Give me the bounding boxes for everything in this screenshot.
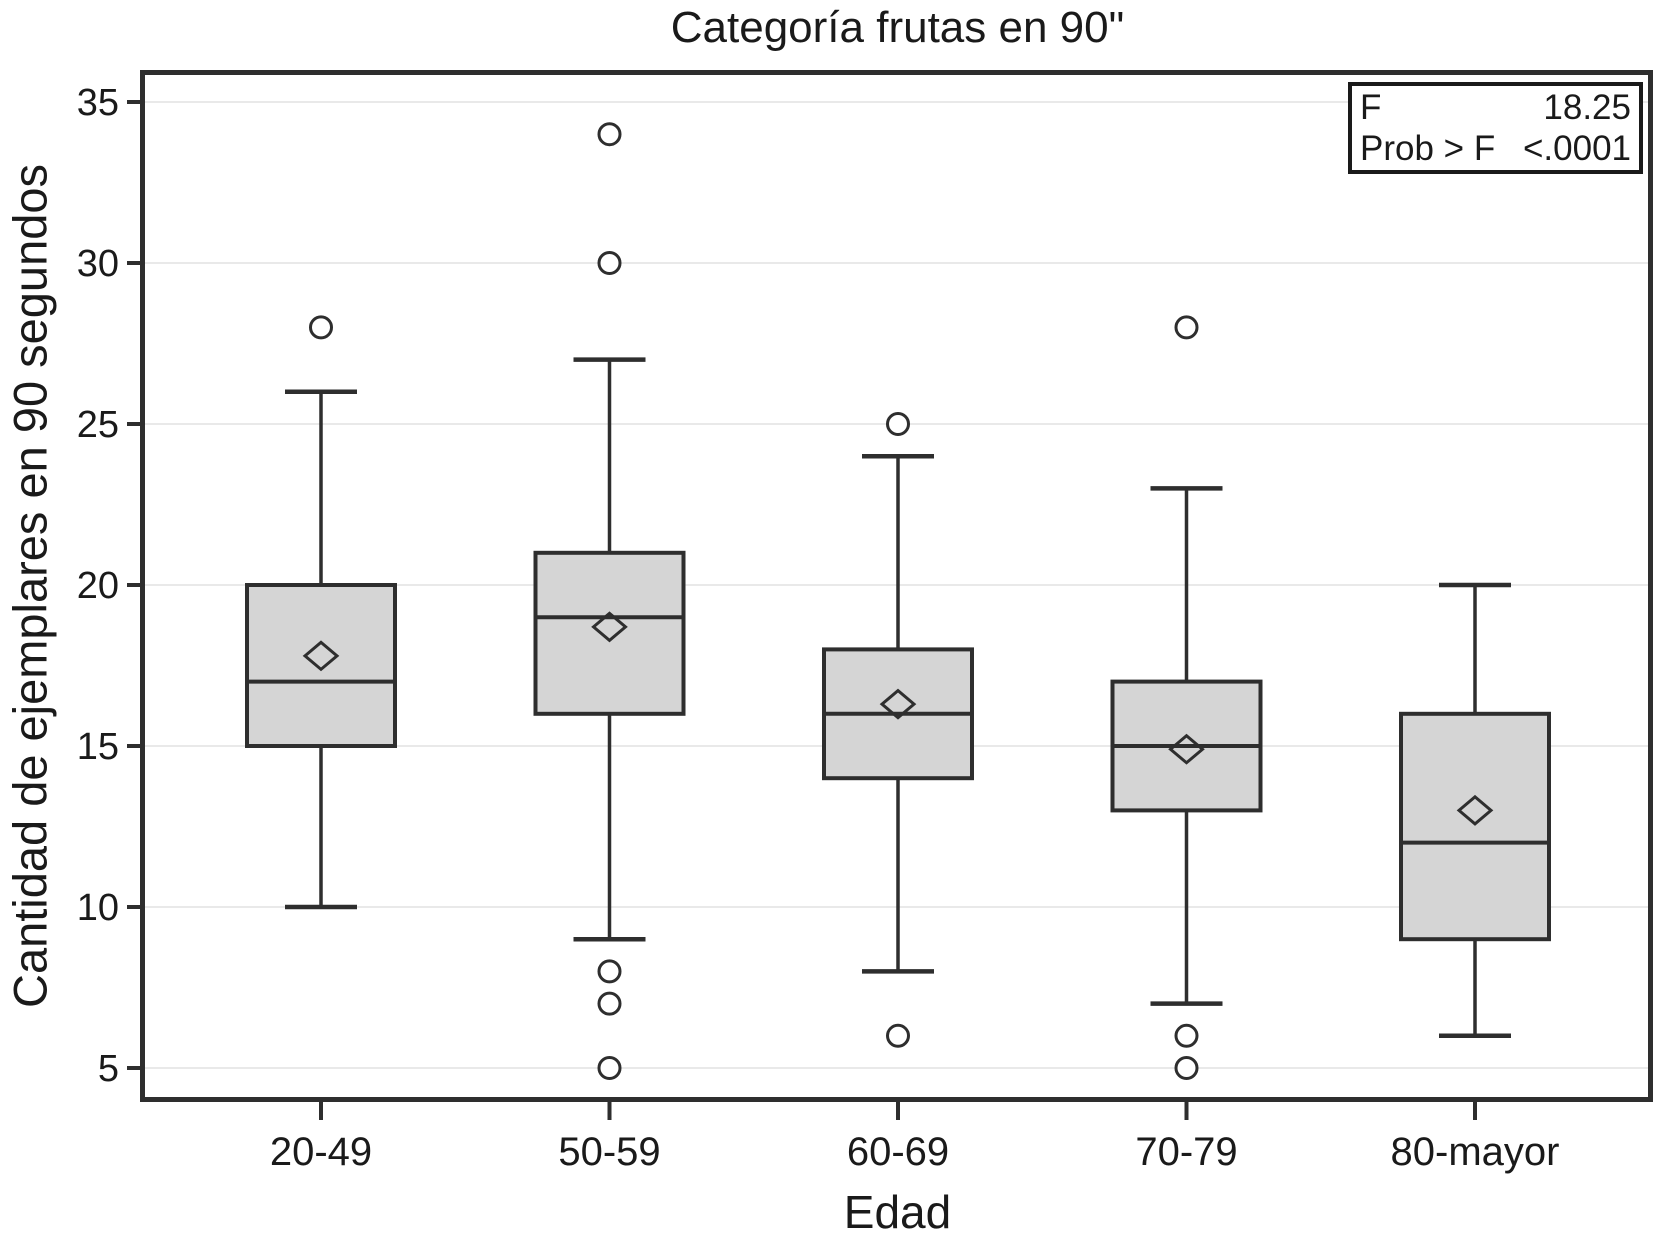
plot-border [140, 70, 1653, 1102]
outlier-50-59-7 [597, 991, 622, 1016]
outlier-70-79-6 [1174, 1023, 1199, 1048]
stats-label-prob: Prob > F [1360, 129, 1496, 168]
chart-title: Categoría frutas en 90" [670, 3, 1125, 52]
stats-row-prob: Prob > F <.0001 [1360, 128, 1631, 169]
stats-value-prob: <.0001 [1522, 129, 1631, 168]
stats-value-f: 18.25 [1543, 88, 1631, 127]
y-tick-label-25: 25 [77, 404, 119, 446]
box-80-mayor [1399, 711, 1551, 942]
stats-box: F 18.25 Prob > F <.0001 [1348, 82, 1643, 174]
y-tick-label-10: 10 [77, 887, 119, 929]
box-20-49 [245, 583, 397, 748]
box-50-59 [533, 550, 686, 716]
outlier-50-59-8 [597, 959, 622, 984]
outlier-50-59-30 [597, 251, 622, 275]
outlier-70-79-5 [1174, 1056, 1199, 1080]
outlier-60-69-25 [886, 412, 910, 436]
y-axis-title: Cantidad de ejemplares en 90 segundos [3, 164, 57, 1008]
mean-marker-20-49 [302, 640, 340, 672]
mean-marker-70-79 [1168, 733, 1205, 765]
y-tick-label-15: 15 [77, 726, 119, 768]
x-tick-label-20-49: 20-49 [270, 1130, 372, 1174]
y-tick-label-5: 5 [98, 1048, 119, 1090]
outlier-70-79-28 [1174, 315, 1199, 340]
outlier-50-59-34 [597, 122, 622, 147]
mean-marker-50-59 [591, 611, 628, 643]
x-axis-title: Edad [843, 1186, 952, 1238]
y-tick-label-20: 20 [77, 565, 119, 607]
stats-row-f: F 18.25 [1360, 87, 1631, 128]
mean-marker-80-mayor [1456, 794, 1494, 826]
x-tick-label-80-mayor: 80-mayor [1391, 1130, 1560, 1174]
y-tick-label-35: 35 [77, 82, 119, 124]
outlier-50-59-5 [597, 1056, 622, 1080]
mean-marker-60-69 [879, 688, 917, 720]
y-tick-label-30: 30 [77, 243, 119, 285]
x-tick-label-60-69: 60-69 [847, 1130, 949, 1174]
outlier-20-49-28 [309, 315, 333, 340]
outlier-60-69-6 [886, 1023, 910, 1048]
x-tick-label-50-59: 50-59 [558, 1130, 660, 1174]
x-tick-label-70-79: 70-79 [1135, 1130, 1237, 1174]
stats-label-f: F [1360, 88, 1382, 127]
